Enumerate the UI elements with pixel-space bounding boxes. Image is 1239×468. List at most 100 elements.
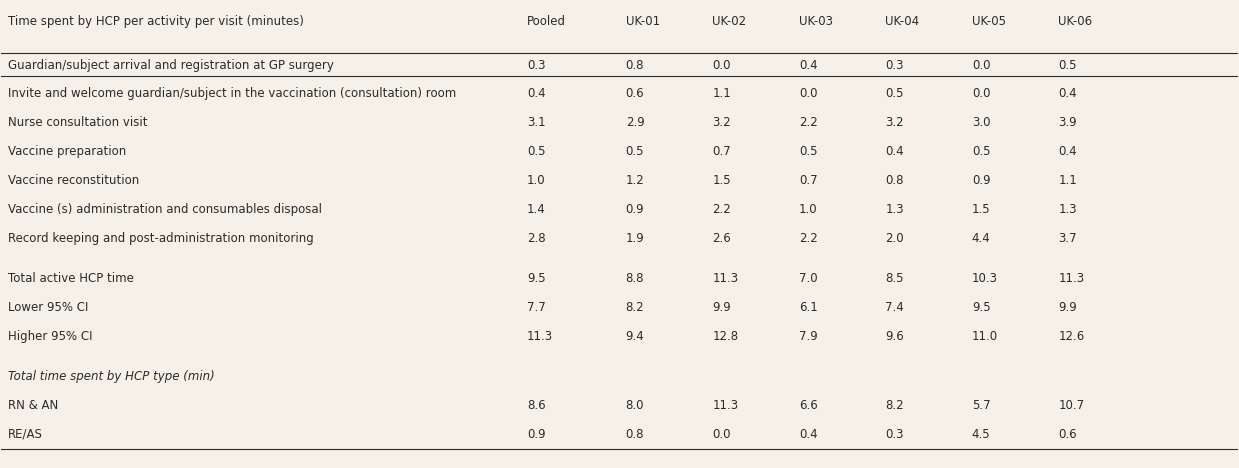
Text: 9.6: 9.6 <box>886 330 904 343</box>
Text: 11.3: 11.3 <box>1058 272 1084 285</box>
Text: 2.9: 2.9 <box>626 117 644 129</box>
Text: 9.5: 9.5 <box>527 272 545 285</box>
Text: 7.4: 7.4 <box>886 301 904 314</box>
Text: 0.4: 0.4 <box>1058 145 1077 158</box>
Text: 0.0: 0.0 <box>712 58 731 72</box>
Text: Pooled: Pooled <box>527 15 566 29</box>
Text: 3.2: 3.2 <box>886 117 904 129</box>
Text: Invite and welcome guardian/subject in the vaccination (consultation) room: Invite and welcome guardian/subject in t… <box>7 88 456 101</box>
Text: 0.9: 0.9 <box>971 174 990 187</box>
Text: 1.1: 1.1 <box>1058 174 1077 187</box>
Text: UK-02: UK-02 <box>712 15 746 29</box>
Text: 1.3: 1.3 <box>886 203 904 216</box>
Text: Guardian/subject arrival and registration at GP surgery: Guardian/subject arrival and registratio… <box>7 58 333 72</box>
Text: UK-03: UK-03 <box>799 15 833 29</box>
Text: 0.8: 0.8 <box>626 428 644 441</box>
Text: 1.1: 1.1 <box>712 88 731 101</box>
Text: UK-04: UK-04 <box>886 15 919 29</box>
Text: 8.2: 8.2 <box>626 301 644 314</box>
Text: 1.3: 1.3 <box>1058 203 1077 216</box>
Text: 0.9: 0.9 <box>626 203 644 216</box>
Text: 11.3: 11.3 <box>527 330 553 343</box>
Text: 8.5: 8.5 <box>886 272 903 285</box>
Text: 11.3: 11.3 <box>712 399 738 412</box>
Text: 12.8: 12.8 <box>712 330 738 343</box>
Text: 0.5: 0.5 <box>799 145 818 158</box>
Text: Vaccine (s) administration and consumables disposal: Vaccine (s) administration and consumabl… <box>7 203 322 216</box>
Text: 3.7: 3.7 <box>1058 232 1077 245</box>
Text: 1.2: 1.2 <box>626 174 644 187</box>
Text: 0.4: 0.4 <box>799 58 818 72</box>
Text: RE/AS: RE/AS <box>7 428 42 441</box>
Text: 2.2: 2.2 <box>799 117 818 129</box>
Text: 3.2: 3.2 <box>712 117 731 129</box>
Text: 8.2: 8.2 <box>886 399 904 412</box>
Text: 0.3: 0.3 <box>886 58 903 72</box>
Text: 0.4: 0.4 <box>886 145 904 158</box>
Text: Record keeping and post-administration monitoring: Record keeping and post-administration m… <box>7 232 313 245</box>
Text: 8.0: 8.0 <box>626 399 644 412</box>
Text: RN & AN: RN & AN <box>7 399 58 412</box>
Text: 0.8: 0.8 <box>626 58 644 72</box>
Text: 9.5: 9.5 <box>971 301 990 314</box>
Text: Total time spent by HCP type (min): Total time spent by HCP type (min) <box>7 370 214 383</box>
Text: 0.5: 0.5 <box>886 88 903 101</box>
Text: 0.0: 0.0 <box>971 58 990 72</box>
Text: 0.3: 0.3 <box>886 428 903 441</box>
Text: 5.7: 5.7 <box>971 399 990 412</box>
Text: 2.0: 2.0 <box>886 232 904 245</box>
Text: 0.4: 0.4 <box>1058 88 1077 101</box>
Text: 0.6: 0.6 <box>626 88 644 101</box>
Text: 0.5: 0.5 <box>1058 58 1077 72</box>
Text: Higher 95% CI: Higher 95% CI <box>7 330 92 343</box>
Text: 0.4: 0.4 <box>527 88 545 101</box>
Text: 7.0: 7.0 <box>799 272 818 285</box>
Text: 0.5: 0.5 <box>527 145 545 158</box>
Text: Vaccine preparation: Vaccine preparation <box>7 145 126 158</box>
Text: 2.2: 2.2 <box>712 203 731 216</box>
Text: 0.5: 0.5 <box>971 145 990 158</box>
Text: 1.0: 1.0 <box>527 174 545 187</box>
Text: 7.9: 7.9 <box>799 330 818 343</box>
Text: 1.0: 1.0 <box>799 203 818 216</box>
Text: 0.9: 0.9 <box>527 428 545 441</box>
Text: 1.4: 1.4 <box>527 203 545 216</box>
Text: UK-01: UK-01 <box>626 15 660 29</box>
Text: Lower 95% CI: Lower 95% CI <box>7 301 88 314</box>
Text: 12.6: 12.6 <box>1058 330 1084 343</box>
Text: 0.0: 0.0 <box>971 88 990 101</box>
Text: 10.7: 10.7 <box>1058 399 1084 412</box>
Text: 10.3: 10.3 <box>971 272 997 285</box>
Text: 0.5: 0.5 <box>626 145 644 158</box>
Text: 2.2: 2.2 <box>799 232 818 245</box>
Text: 0.4: 0.4 <box>799 428 818 441</box>
Text: 1.5: 1.5 <box>971 203 990 216</box>
Text: 2.8: 2.8 <box>527 232 545 245</box>
Text: 7.7: 7.7 <box>527 301 545 314</box>
Text: 6.6: 6.6 <box>799 399 818 412</box>
Text: UK-06: UK-06 <box>1058 15 1093 29</box>
Text: 8.6: 8.6 <box>527 399 545 412</box>
Text: 0.0: 0.0 <box>712 428 731 441</box>
Text: 3.9: 3.9 <box>1058 117 1077 129</box>
Text: 11.0: 11.0 <box>971 330 997 343</box>
Text: 0.3: 0.3 <box>527 58 545 72</box>
Text: 4.5: 4.5 <box>971 428 990 441</box>
Text: Time spent by HCP per activity per visit (minutes): Time spent by HCP per activity per visit… <box>7 15 304 29</box>
Text: 0.7: 0.7 <box>712 145 731 158</box>
Text: 1.5: 1.5 <box>712 174 731 187</box>
Text: Vaccine reconstitution: Vaccine reconstitution <box>7 174 139 187</box>
Text: 8.8: 8.8 <box>626 272 644 285</box>
Text: 0.6: 0.6 <box>1058 428 1077 441</box>
Text: 0.7: 0.7 <box>799 174 818 187</box>
Text: 2.6: 2.6 <box>712 232 731 245</box>
Text: 9.4: 9.4 <box>626 330 644 343</box>
Text: 9.9: 9.9 <box>712 301 731 314</box>
Text: 3.0: 3.0 <box>971 117 990 129</box>
Text: Total active HCP time: Total active HCP time <box>7 272 134 285</box>
Text: 1.9: 1.9 <box>626 232 644 245</box>
Text: 0.8: 0.8 <box>886 174 903 187</box>
Text: Nurse consultation visit: Nurse consultation visit <box>7 117 147 129</box>
Text: UK-05: UK-05 <box>971 15 1006 29</box>
Text: 4.4: 4.4 <box>971 232 990 245</box>
